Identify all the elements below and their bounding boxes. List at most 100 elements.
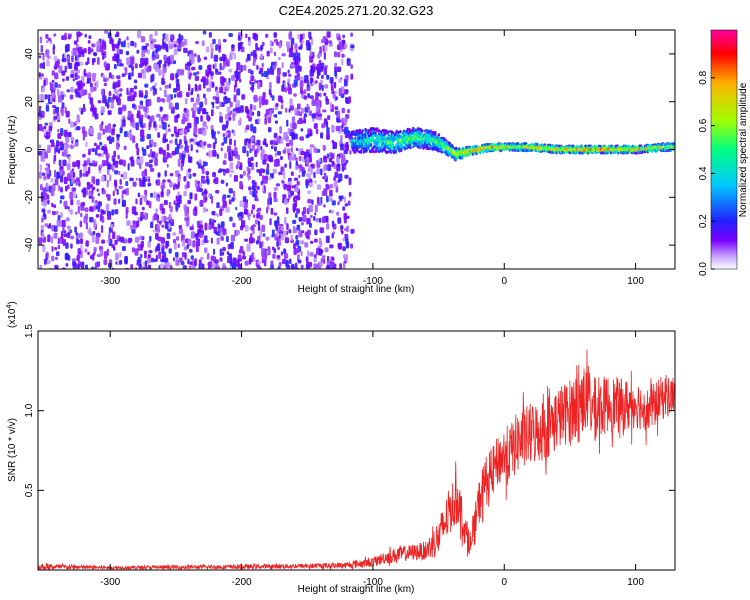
spectrogram-noise-cell — [74, 226, 77, 233]
spectrogram-noise-cell — [334, 263, 337, 268]
spectrogram-noise-cell — [65, 217, 70, 222]
spectrogram-noise-cell — [195, 232, 199, 241]
spectrogram-noise-cell — [131, 228, 136, 234]
spectrogram-noise-cell — [175, 259, 180, 266]
spectrogram-noise-cell — [138, 105, 141, 110]
spectrogram-noise-cell — [135, 198, 138, 205]
spectrogram-noise-cell — [234, 70, 239, 78]
spectrogram-noise-cell — [89, 82, 93, 88]
spectrogram-noise-cell — [166, 216, 171, 221]
spectrogram-noise-cell — [273, 191, 277, 199]
spectrogram-noise-cell — [309, 240, 314, 244]
spectrogram-noise-cell — [72, 262, 77, 269]
spectrogram-noise-cell — [148, 122, 151, 131]
spectrogram-noise-cell — [309, 95, 314, 100]
spectrogram-noise-cell — [295, 195, 301, 201]
spectrogram-noise-cell — [70, 74, 75, 78]
spectrogram-noise-cell — [294, 199, 297, 208]
spectrogram-noise-cell — [130, 264, 134, 269]
spectrogram-noise-cell — [106, 215, 112, 220]
spectrogram-noise-cell — [130, 118, 134, 123]
spectrogram-noise-cell — [153, 122, 157, 128]
spectrogram-noise-cell — [121, 73, 126, 77]
spectrogram-signal-cell — [369, 143, 373, 147]
spectrogram-noise-cell — [206, 87, 211, 92]
spectrogram-noise-cell — [117, 79, 121, 88]
spectrogram-noise-cell — [311, 99, 317, 106]
spectrogram-noise-cell — [300, 240, 305, 245]
spectrogram-noise-cell — [119, 49, 123, 55]
spectrogram-noise-cell — [156, 96, 161, 103]
spectrogram-noise-cell — [344, 134, 349, 139]
spectrogram-noise-cell — [250, 103, 253, 111]
spectrogram-noise-cell — [262, 140, 267, 146]
spectrogram-noise-cell — [152, 50, 155, 58]
spectrogram-noise-cell — [135, 122, 139, 131]
spectrogram-noise-cell — [122, 171, 128, 180]
spectrogram-noise-cell — [51, 142, 55, 148]
spectrogram-noise-cell — [155, 208, 158, 214]
snr-background — [38, 331, 675, 570]
spectrogram-signal-cell — [370, 138, 373, 142]
spectrogram-noise-cell — [63, 233, 68, 238]
spectrogram-noise-cell — [156, 224, 160, 228]
spectrogram-noise-cell — [261, 62, 264, 68]
spectrogram-noise-cell — [57, 89, 60, 96]
spectrogram-noise-cell — [303, 79, 307, 84]
spectrogram-y-tick-label: 40 — [24, 48, 35, 60]
spectrogram-noise-cell — [41, 208, 46, 213]
spectrogram-noise-cell — [263, 153, 268, 162]
spectrogram-noise-cell — [329, 244, 334, 249]
spectrogram-noise-cell — [253, 94, 258, 103]
spectrogram-noise-cell — [264, 253, 267, 261]
spectrogram-noise-cell — [176, 236, 180, 241]
spectrogram-noise-cell — [61, 70, 66, 76]
spectrogram-noise-cell — [84, 248, 88, 253]
spectrogram-noise-cell — [254, 190, 258, 194]
spectrogram-noise-cell — [300, 86, 303, 95]
spectrogram-noise-cell — [49, 82, 52, 86]
spectrogram-noise-cell — [318, 82, 322, 91]
spectrogram-noise-cell — [38, 171, 42, 179]
spectrogram-noise-cell — [145, 176, 150, 180]
spectrogram-noise-cell — [259, 168, 264, 173]
colorbar-frame — [710, 29, 738, 270]
spectrogram-noise-cell — [180, 41, 185, 47]
spectrogram-noise-cell — [104, 125, 108, 133]
spectrogram-noise-cell — [242, 255, 247, 260]
spectrogram-noise-cell — [135, 143, 139, 149]
spectrogram-noise-cell — [191, 66, 196, 71]
spectrogram-noise-cell — [112, 157, 116, 166]
spectrogram-noise-cell — [195, 141, 200, 146]
spectrogram-noise-cell — [183, 135, 187, 142]
spectrogram-noise-cell — [162, 41, 166, 49]
spectrogram-noise-cell — [222, 247, 226, 252]
spectrogram-noise-cell — [184, 127, 188, 135]
snr-series-line — [38, 349, 675, 570]
spectrogram-noise-cell — [203, 93, 206, 99]
spectrogram-noise-cell — [271, 108, 274, 114]
spectrogram-signal-cell — [455, 147, 458, 150]
spectrogram-y-tick-label: -40 — [24, 237, 35, 252]
spectrogram-noise-cell — [91, 148, 96, 152]
spectrogram-noise-cell — [229, 53, 233, 61]
spectrogram-noise-cell — [98, 135, 101, 141]
spectrogram-noise-cell — [198, 57, 201, 62]
snr-y-tick-label: 1.0 — [24, 403, 35, 417]
spectrogram-noise-cell — [85, 264, 88, 269]
spectrogram-noise-cell — [322, 44, 325, 52]
spectrogram-noise-cell — [91, 196, 95, 203]
spectrogram-noise-cell — [61, 57, 67, 63]
spectrogram-noise-cell — [211, 109, 214, 117]
spectrogram-noise-cell — [180, 162, 183, 171]
spectrogram-signal-cell — [416, 139, 419, 143]
spectrogram-noise-cell — [184, 117, 188, 122]
spectrogram-noise-cell — [106, 167, 110, 176]
spectrogram-noise-cell — [248, 186, 252, 191]
spectrogram-x-tick-label: 0 — [501, 276, 507, 287]
spectrogram-noise-cell — [289, 98, 293, 107]
spectrogram-noise-cell — [270, 92, 273, 98]
spectrogram-noise-cell — [166, 240, 170, 247]
spectrogram-noise-cell — [230, 169, 235, 173]
